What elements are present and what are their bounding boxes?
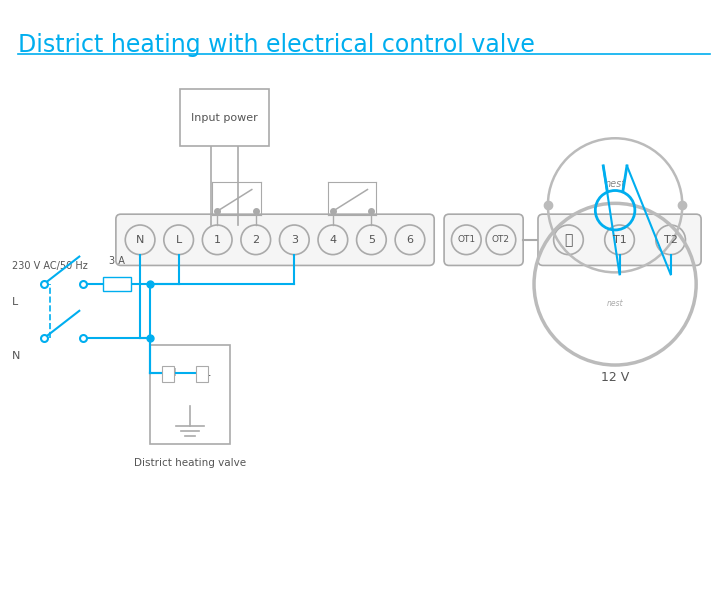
Text: L: L bbox=[205, 368, 210, 378]
Text: 3 A: 3 A bbox=[109, 257, 124, 267]
Bar bbox=[180, 89, 269, 146]
Text: 230 V AC/50 Hz: 230 V AC/50 Hz bbox=[12, 261, 88, 271]
Text: Input power: Input power bbox=[191, 112, 258, 122]
Text: N: N bbox=[136, 235, 144, 245]
Text: District heating with electrical control valve: District heating with electrical control… bbox=[18, 33, 535, 57]
Text: 12 V: 12 V bbox=[601, 371, 629, 384]
Text: 1: 1 bbox=[214, 235, 221, 245]
Bar bbox=[151, 345, 229, 444]
Text: T2: T2 bbox=[664, 235, 678, 245]
Text: T1: T1 bbox=[613, 235, 626, 245]
FancyBboxPatch shape bbox=[116, 214, 434, 266]
Bar bbox=[162, 366, 174, 382]
Text: District heating valve: District heating valve bbox=[134, 458, 246, 467]
Text: 2: 2 bbox=[252, 235, 259, 245]
Text: N: N bbox=[169, 368, 176, 378]
Text: nest: nest bbox=[606, 299, 623, 308]
Text: L: L bbox=[12, 297, 18, 307]
Bar bbox=[103, 277, 131, 291]
Text: ⏚: ⏚ bbox=[564, 233, 573, 247]
FancyBboxPatch shape bbox=[538, 214, 701, 266]
Text: OT2: OT2 bbox=[492, 235, 510, 244]
Text: 4: 4 bbox=[329, 235, 336, 245]
FancyBboxPatch shape bbox=[444, 214, 523, 266]
Text: 5: 5 bbox=[368, 235, 375, 245]
Text: 6: 6 bbox=[406, 235, 414, 245]
Text: nest: nest bbox=[604, 179, 625, 189]
Text: L: L bbox=[175, 235, 182, 245]
Text: OT1: OT1 bbox=[457, 235, 475, 244]
Bar bbox=[197, 366, 208, 382]
Text: 3: 3 bbox=[290, 235, 298, 245]
Text: N: N bbox=[12, 351, 20, 361]
